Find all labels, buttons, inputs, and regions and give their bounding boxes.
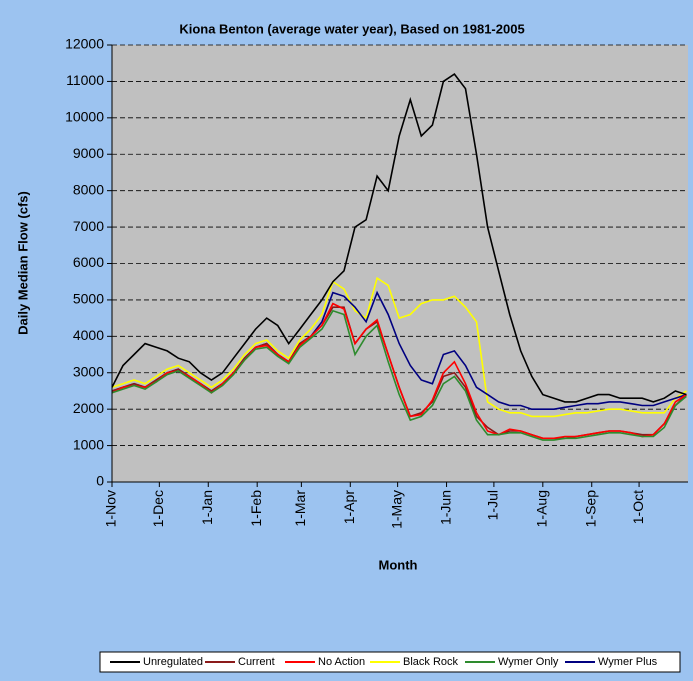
x-tick-label: 1-Dec <box>150 490 166 527</box>
y-tick-label: 6000 <box>73 254 104 270</box>
x-tick-label: 1-Oct <box>630 490 646 524</box>
y-tick-label: 1000 <box>73 436 104 452</box>
legend-label: Current <box>238 656 275 668</box>
y-tick-label: 12000 <box>65 36 104 52</box>
y-tick-label: 8000 <box>73 181 104 197</box>
y-tick-label: 10000 <box>65 109 104 125</box>
y-tick-label: 4000 <box>73 327 104 343</box>
x-axis-label: Month <box>379 557 418 572</box>
x-tick-label: 1-Jul <box>485 490 501 520</box>
legend-label: Black Rock <box>403 656 459 668</box>
legend-label: No Action <box>318 656 365 668</box>
series-line <box>111 276 687 418</box>
x-tick-label: 1-Nov <box>103 490 119 527</box>
y-tick-label: 11000 <box>66 72 104 88</box>
y-tick-label: 0 <box>96 473 104 489</box>
x-tick-label: 1-May <box>388 490 404 529</box>
y-axis-label: Daily Median Flow (cfs) <box>15 191 30 335</box>
x-tick-label: 1-Jun <box>437 490 453 525</box>
chart-title: Kiona Benton (average water year), Based… <box>179 21 524 36</box>
series-line <box>111 73 687 403</box>
y-tick-label: 2000 <box>73 400 104 416</box>
legend-label: Wymer Plus <box>598 656 658 668</box>
x-tick-label: 1-Sep <box>582 490 598 528</box>
legend-label: Wymer Only <box>498 656 559 668</box>
legend-label: Unregulated <box>143 656 203 668</box>
y-tick-label: 7000 <box>73 218 104 234</box>
series-line <box>111 309 687 441</box>
x-tick-label: 1-Feb <box>248 490 264 527</box>
y-tick-label: 5000 <box>73 291 104 307</box>
x-tick-label: 1-Aug <box>534 490 550 527</box>
y-tick-label: 9000 <box>73 145 104 161</box>
y-tick-label: 3000 <box>73 363 104 379</box>
x-tick-label: 1-Jan <box>199 490 215 525</box>
x-tick-label: 1-Mar <box>292 490 308 527</box>
x-tick-label: 1-Apr <box>341 490 357 525</box>
